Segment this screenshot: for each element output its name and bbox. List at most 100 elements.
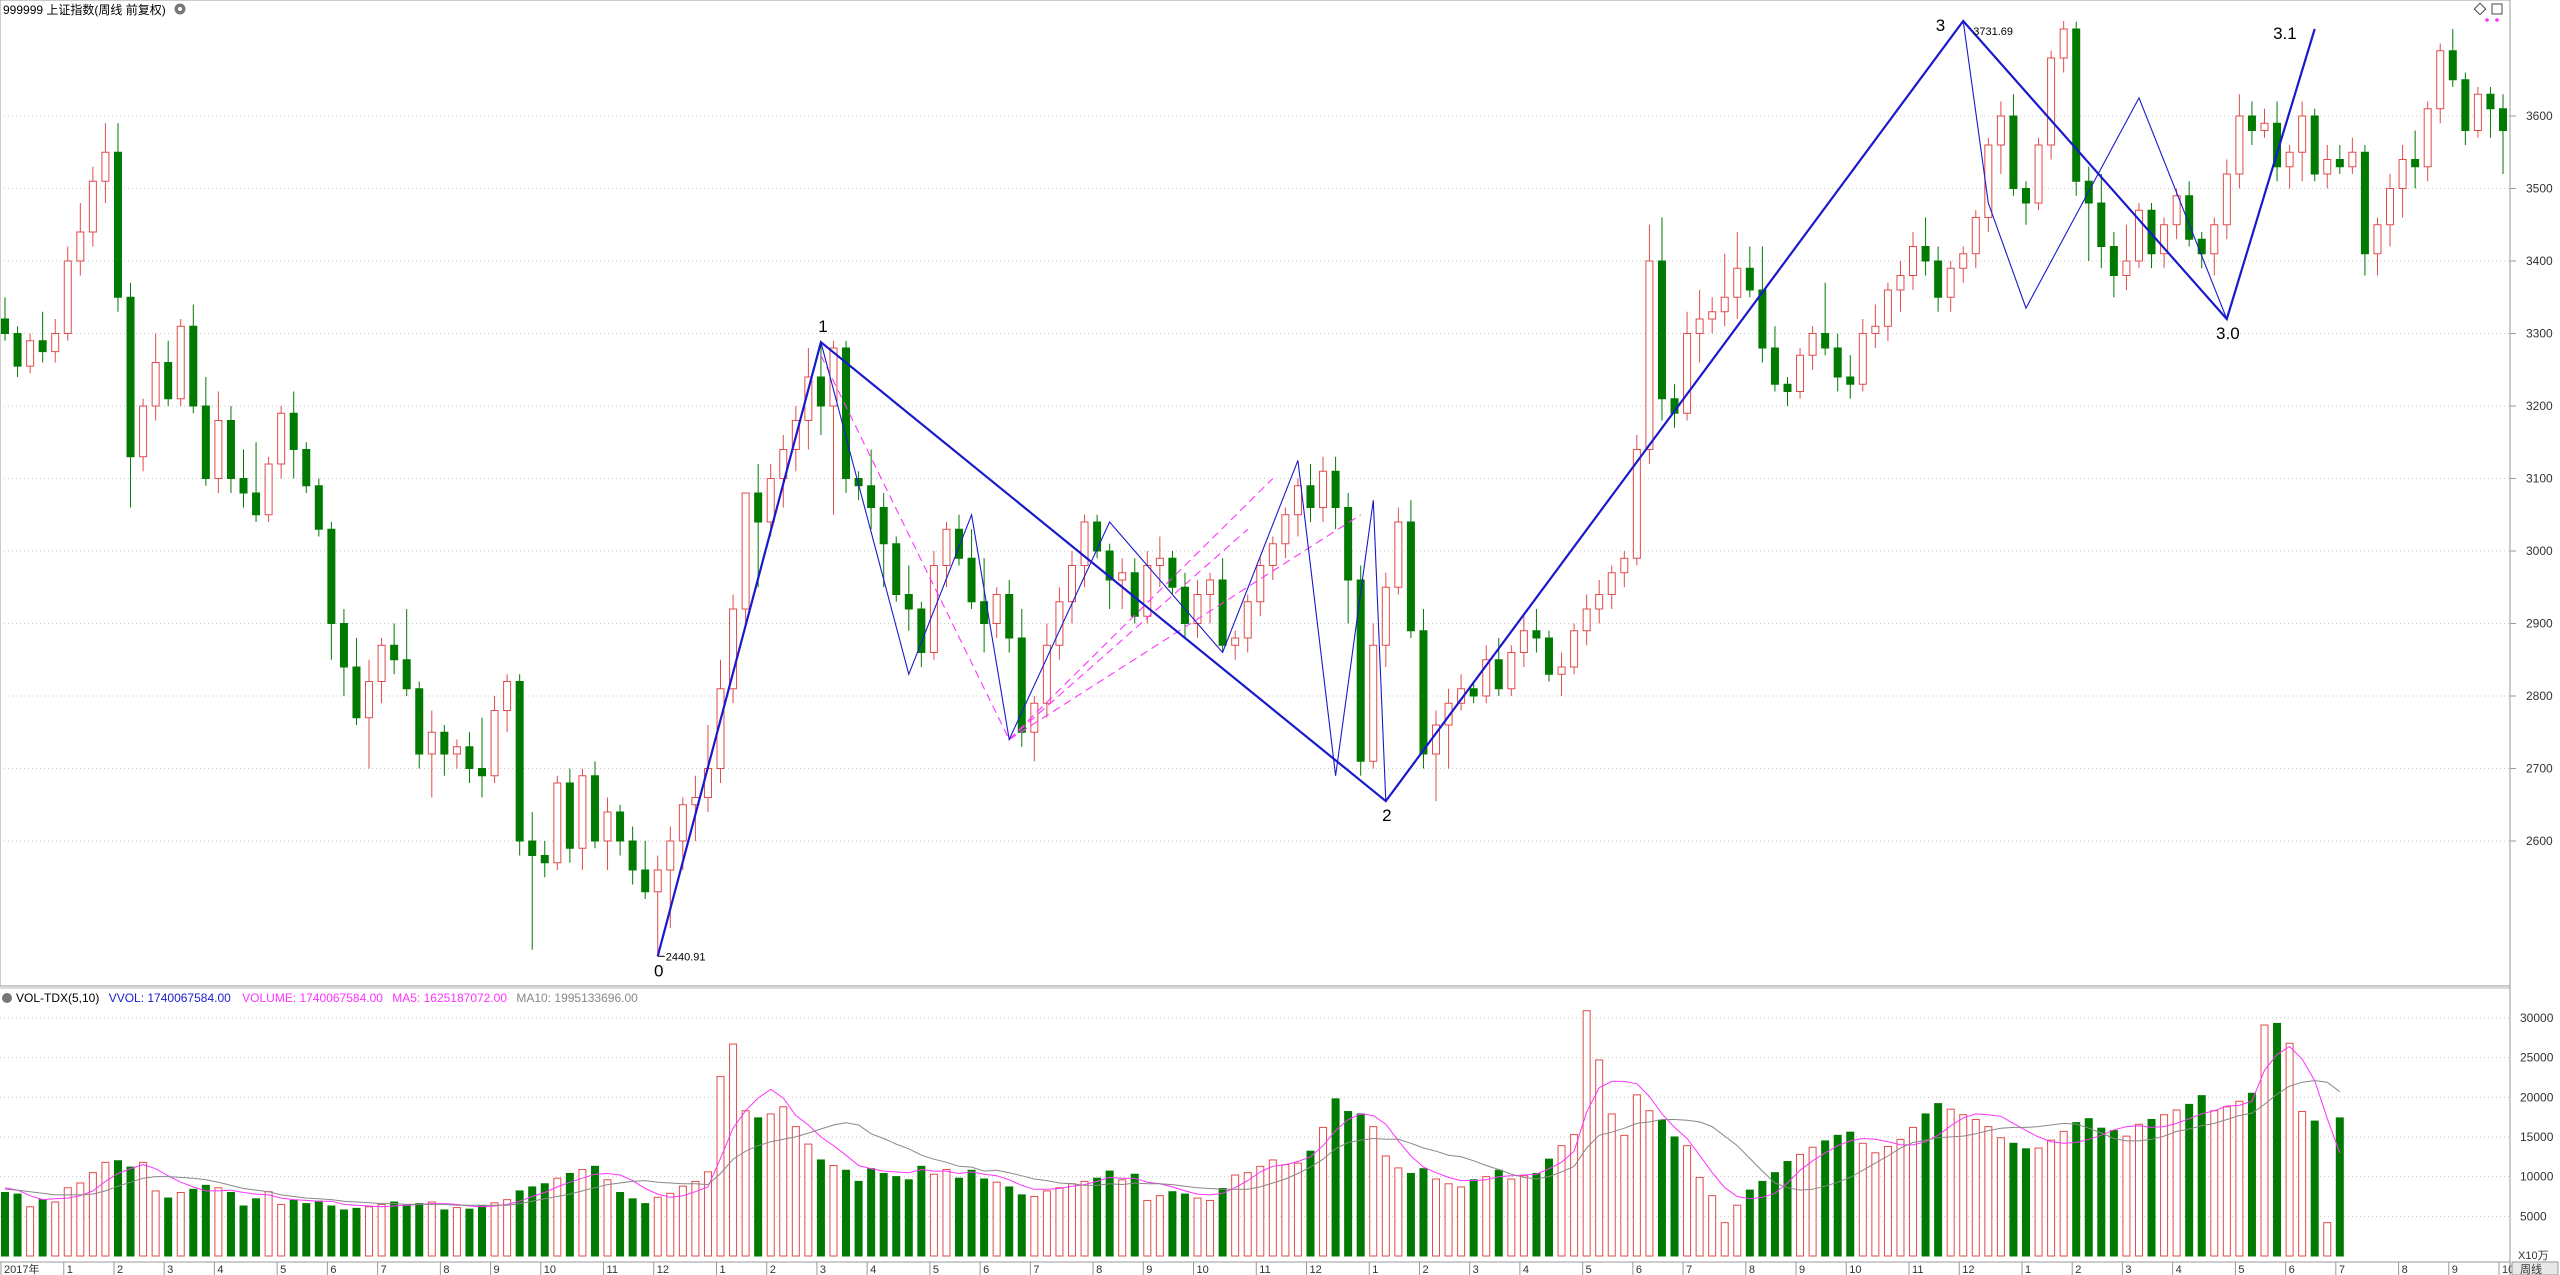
volume-bar <box>113 1160 122 1257</box>
settings-icon[interactable] <box>174 3 186 15</box>
volume-bar <box>540 1183 549 1257</box>
diamond-icon[interactable] <box>2473 2 2487 16</box>
candle-body <box>2235 115 2244 175</box>
candle-body <box>415 688 424 755</box>
month-label: 8 <box>2402 1264 2408 1275</box>
month-label: 4 <box>217 1264 223 1275</box>
month-label: 10 <box>2502 1264 2514 1275</box>
price-tick-label: 2600 <box>2526 834 2553 848</box>
candle-body <box>1570 630 1579 668</box>
month-label: 11 <box>1912 1264 1923 1275</box>
month-label: 1 <box>1372 1264 1378 1275</box>
price-tick-label: 3100 <box>2526 472 2553 486</box>
volume-bar <box>854 1180 863 1257</box>
candle-body <box>1720 296 1729 313</box>
volume-bar <box>76 1182 85 1257</box>
candle-body <box>867 485 876 508</box>
volume-bar <box>2235 1100 2244 1257</box>
candle-body <box>1959 253 1968 269</box>
candle-body <box>1419 630 1428 755</box>
candle-body <box>1444 702 1453 726</box>
volume-bar <box>503 1199 512 1257</box>
wave-label-3-0: 3.0 <box>2216 324 2240 343</box>
candle-body <box>2160 224 2169 255</box>
main-wave-polyline <box>656 19 2316 957</box>
volume-bar <box>1896 1138 1905 1257</box>
volume-bar <box>2260 1024 2269 1257</box>
month-label: 7 <box>1686 1264 1692 1275</box>
volume-bar <box>1005 1186 1014 1257</box>
candle-body <box>616 811 625 842</box>
month-label: 2 <box>1422 1264 1428 1275</box>
candle-body <box>967 557 976 603</box>
volume-bar <box>1507 1178 1516 1257</box>
candle-body <box>1708 311 1717 320</box>
volume-bar <box>201 1184 210 1257</box>
candle-body <box>2310 115 2319 175</box>
candle-body <box>2260 122 2269 131</box>
volume-bar <box>1632 1094 1641 1257</box>
month-label: 4 <box>1523 1264 1529 1275</box>
month-label: 6 <box>1636 1264 1642 1275</box>
candle-body <box>1934 260 1943 298</box>
candle-body <box>1971 217 1980 255</box>
volume-bar <box>1984 1126 1993 1257</box>
month-label: 6 <box>330 1264 336 1275</box>
candle-body <box>2197 238 2206 255</box>
volume-bar <box>1959 1114 1968 1257</box>
candle-body <box>1243 601 1252 639</box>
volume-bar <box>729 1043 738 1257</box>
candle-body <box>1080 521 1089 566</box>
volume-bar <box>1118 1179 1127 1257</box>
month-label: 2017年 <box>4 1262 39 1275</box>
volume-bar <box>2273 1022 2282 1257</box>
volume-bar <box>377 1203 386 1257</box>
candle-body <box>1984 144 1993 218</box>
vvol-value: VVOL: 1740067584.00 <box>109 991 231 1005</box>
candle-body <box>1683 333 1692 414</box>
volume-bar <box>1645 1110 1654 1257</box>
month-label: 6 <box>2289 1264 2295 1275</box>
maximize-icon[interactable] <box>2491 3 2503 15</box>
candle-body <box>339 623 348 668</box>
candle-body <box>1093 521 1102 552</box>
candle-body <box>904 594 913 610</box>
volume-bar <box>1620 1134 1629 1257</box>
volume-bar <box>1557 1145 1566 1257</box>
candle-body <box>2423 108 2432 168</box>
price-tick-label: 2900 <box>2526 617 2553 631</box>
candle-body <box>365 681 374 719</box>
volume-bar <box>1457 1186 1466 1257</box>
volume-bar <box>816 1159 825 1257</box>
volume-bar <box>1067 1183 1076 1257</box>
volume-bar <box>666 1192 675 1257</box>
month-label: 7 <box>1033 1264 1039 1275</box>
ma5-value: MA5: 1625187072.00 <box>392 991 507 1005</box>
candle-body <box>1281 514 1290 545</box>
volume-bar <box>992 1181 1001 1257</box>
period-button[interactable] <box>2511 1261 2559 1275</box>
volume-bar <box>1607 1113 1616 1257</box>
candle-body <box>879 507 888 545</box>
month-label: 8 <box>1096 1264 1102 1275</box>
volume-bar <box>1306 1150 1315 1257</box>
candle-body <box>2172 195 2181 226</box>
candle-body <box>2285 151 2294 168</box>
candle-body <box>2247 115 2256 131</box>
month-label: 11 <box>607 1264 618 1275</box>
volume-bar <box>565 1172 574 1257</box>
month-label: 3 <box>1473 1264 1479 1275</box>
candle-body <box>239 478 248 494</box>
candle-body <box>1645 260 1654 450</box>
candle-body <box>1055 601 1064 646</box>
candle-body <box>176 325 185 400</box>
candle-body <box>1105 550 1114 581</box>
candle-body <box>2059 28 2068 59</box>
volume-bar <box>1482 1176 1491 1257</box>
volume-bar <box>1544 1158 1553 1257</box>
candle-body <box>88 180 97 233</box>
candle-body <box>729 608 738 690</box>
volume-settings-icon[interactable] <box>2 993 12 1003</box>
volume-bar <box>1519 1175 1528 1257</box>
